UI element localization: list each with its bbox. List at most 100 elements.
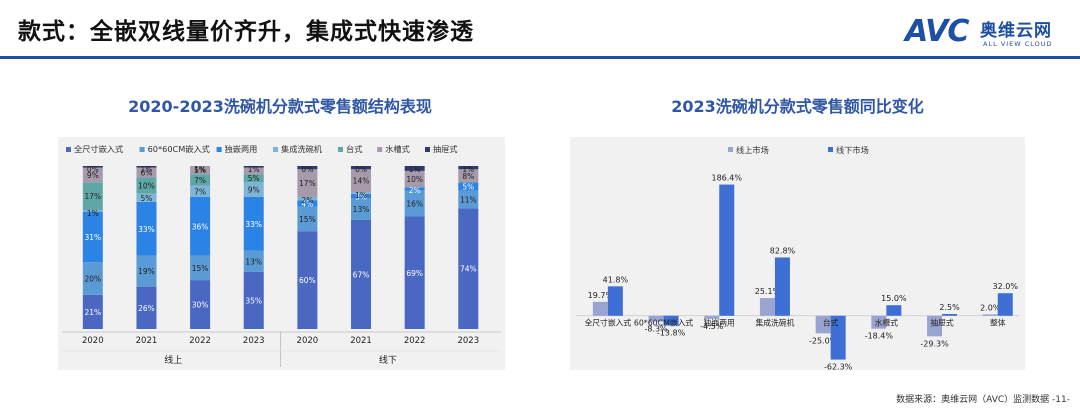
stack-segment xyxy=(243,167,264,175)
yoy-chart-title: 2023洗碗机分款式零售额同比变化 xyxy=(671,97,924,116)
legend-swatch-4 xyxy=(338,147,343,152)
stack-segment xyxy=(136,167,157,178)
stack-segment xyxy=(297,166,318,170)
segment-label: 1% xyxy=(141,165,153,174)
legend-swatch-3 xyxy=(273,147,278,152)
stack-segment xyxy=(136,193,157,202)
stack-segment xyxy=(404,170,425,188)
stack-segment xyxy=(136,286,157,329)
legend-label-0: 全尺寸嵌入式 xyxy=(74,144,123,154)
segment-label: 13% xyxy=(245,257,262,266)
segment-label: 1% xyxy=(248,165,260,174)
header-rule xyxy=(0,56,1080,59)
segment-label: 26% xyxy=(138,304,155,313)
segment-label: 7% xyxy=(194,187,206,196)
yoy-bar xyxy=(719,184,735,316)
yoy-bar-label: -13.8% xyxy=(657,328,686,337)
segment-label: 60% xyxy=(299,276,316,285)
stack-segment xyxy=(82,211,103,263)
stack-segment xyxy=(136,166,157,168)
stack-segment xyxy=(404,187,425,191)
segment-label: 5% xyxy=(194,166,206,175)
yoy-bar xyxy=(942,313,958,316)
segment-label: 30% xyxy=(192,301,209,310)
segment-label: 17% xyxy=(299,179,316,188)
segment-label: 2% xyxy=(409,186,421,195)
segment-label: 17% xyxy=(84,192,101,201)
segment-label: 6% xyxy=(141,169,153,178)
legend-label-2: 独嵌两用 xyxy=(225,144,258,154)
segment-label: 21% xyxy=(84,308,101,317)
footer-source: 数据来源：奥维云网（AVC）监测数据 -11- xyxy=(896,395,1070,405)
segment-label: 0% xyxy=(355,165,367,174)
stack-segment xyxy=(82,167,103,183)
brand-logo: AVC 奥维云网 ALL VIEW CLOUD xyxy=(905,14,1075,50)
category-label: 60*60CM嵌入式 xyxy=(634,318,694,328)
structure-chart-title: 2020-2023洗碗机分款式零售额结构表现 xyxy=(128,97,432,116)
stack-segment xyxy=(458,208,479,329)
x-tick-label: 2023 xyxy=(457,336,479,346)
stack-segment xyxy=(136,255,157,287)
structure-chart-panel: 全尺寸嵌入式 60*60CM嵌入式 独嵌两用 集成洗碗机 台式 水槽式 抽屉式 21% 20% 3… xyxy=(58,137,505,370)
x-tick-label: 2022 xyxy=(404,336,426,346)
x-tick-label: 2020 xyxy=(297,336,319,346)
yoy-bar-label: 2.0% xyxy=(980,303,1001,312)
stack-segment xyxy=(243,250,264,272)
legend-label-4: 台式 xyxy=(346,144,362,154)
stack-segment xyxy=(82,294,103,329)
segment-label: 16% xyxy=(406,199,423,208)
x-tick-label: 2020 xyxy=(82,336,104,346)
segment-label: 1% xyxy=(355,191,367,200)
logo-name-en: ALL VIEW CLOUD xyxy=(983,40,1053,48)
yoy-bar-label: 82.8% xyxy=(770,246,796,255)
segment-label: 33% xyxy=(245,220,262,229)
yoy-bar-label: -18.4% xyxy=(865,332,894,341)
category-label: 独嵌两用 xyxy=(704,318,735,328)
yoy-bar-label: 15.0% xyxy=(881,294,907,303)
segment-label: 1% xyxy=(194,165,206,174)
legend-swatch-1 xyxy=(828,147,833,152)
stack-segment xyxy=(190,196,211,256)
yoy-chart-panel: 线上市场 线下市场 19.7% 41.8% 全尺寸嵌入式 -8.3% -13.8% 60*60… xyxy=(570,137,1025,372)
stack-segment xyxy=(82,210,103,212)
segment-label: 0% xyxy=(87,165,99,174)
segment-label: 8% xyxy=(462,172,474,181)
stack-segment xyxy=(404,166,425,171)
yoy-bar-label: 41.8% xyxy=(603,275,629,284)
stack-segment xyxy=(136,177,157,194)
yoy-bar xyxy=(927,315,943,337)
segment-label: 10% xyxy=(138,182,155,191)
segment-label: 15% xyxy=(299,215,316,224)
segment-label: 2% xyxy=(301,196,313,205)
segment-label: 33% xyxy=(138,225,155,234)
yoy-bar xyxy=(982,314,998,316)
legend-swatch-6 xyxy=(425,147,430,152)
segment-label: 7% xyxy=(194,176,206,185)
yoy-bar-label: 2.5% xyxy=(939,303,960,312)
stack-segment xyxy=(243,166,264,168)
yoy-bar xyxy=(663,315,679,326)
stack-segment xyxy=(404,216,425,329)
stack-segment xyxy=(190,185,211,197)
logo-mark: AVC xyxy=(905,14,969,49)
legend-swatch-2 xyxy=(216,147,222,152)
category-label: 整体 xyxy=(990,318,1006,328)
yoy-bar xyxy=(815,315,831,334)
stack-segment xyxy=(351,192,372,194)
stack-segment xyxy=(297,169,318,197)
stack-segment xyxy=(243,196,264,251)
legend-swatch-1 xyxy=(139,147,145,152)
yoy-bar-label: 19.7% xyxy=(588,291,614,300)
yoy-bar xyxy=(830,315,846,360)
legend-swatch-0 xyxy=(66,147,71,152)
segment-label: 4% xyxy=(301,199,313,208)
yoy-bar-label: -25.0% xyxy=(809,336,838,345)
segment-label: 5% xyxy=(462,182,474,191)
yoy-bar-label: -8.3% xyxy=(644,325,668,334)
stack-segment xyxy=(190,166,211,175)
x-tick-label: 2023 xyxy=(243,336,265,346)
structure-chart-svg: 全尺寸嵌入式 60*60CM嵌入式 独嵌两用 集成洗碗机 台式 水槽式 抽屉式 21% 20% 3… xyxy=(62,144,501,367)
segment-label: 20% xyxy=(84,274,101,283)
stack-segment xyxy=(458,166,479,170)
yoy-bar-label: -4.5% xyxy=(700,322,724,331)
